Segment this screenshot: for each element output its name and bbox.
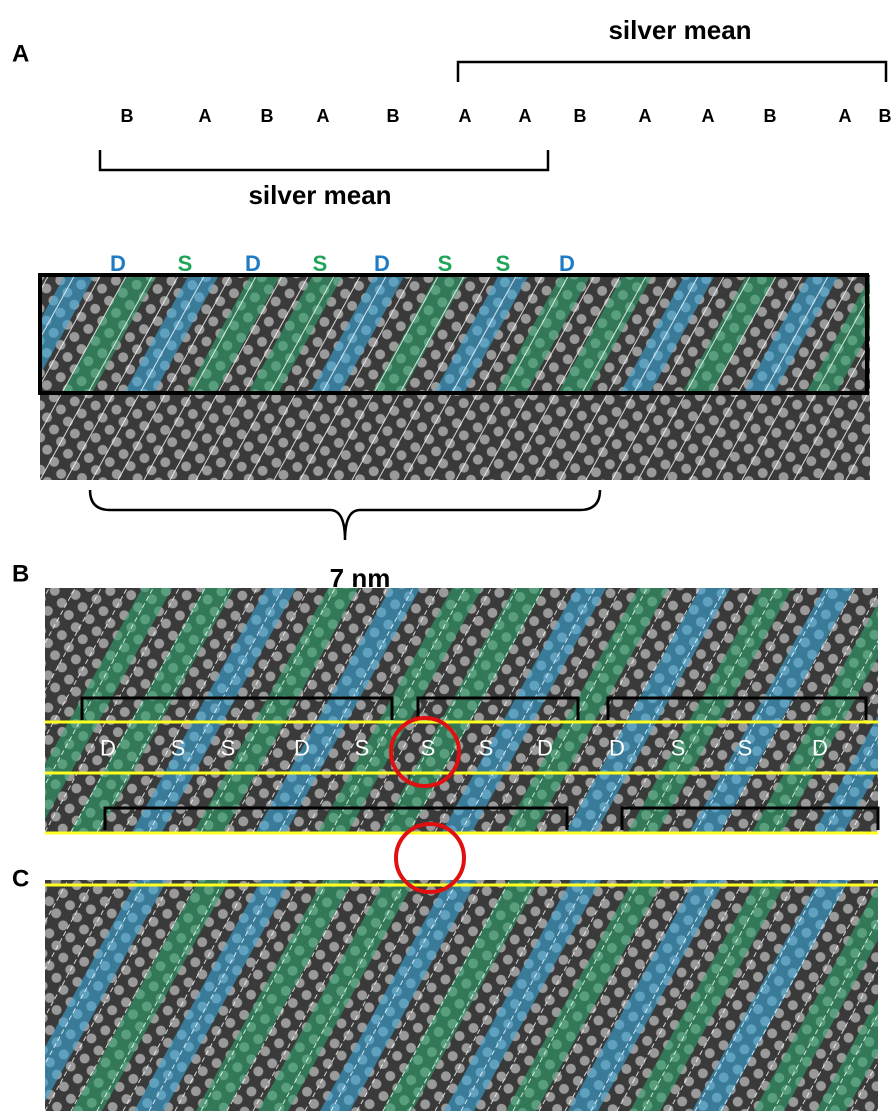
sequence-letter: S [421,735,436,760]
lattice-line [872,275,893,480]
sequence-letter: D [610,847,626,872]
stm-image [0,880,893,1111]
sequence-letter: D [537,735,553,760]
stripe [868,275,893,393]
sequence-letter: S [541,847,556,872]
stripe-label: D [374,251,390,276]
sequence-letter: S [673,847,688,872]
stm-image [0,275,893,480]
sequence-letter: B [764,106,777,126]
scale-brace [90,490,600,540]
stm-image [0,588,893,832]
sequence-letter: A [519,106,532,126]
sequence-letter: A [702,106,715,126]
sequence-letter: B [879,106,892,126]
sequence-letter: B [574,106,587,126]
sequence-letter: D [812,735,828,760]
stripe [876,588,893,832]
sequence-letter: D [297,847,313,872]
lattice-line [0,880,16,1111]
sequence-letter: D [107,847,123,872]
panel-label: B [12,560,29,587]
panel-label: A [12,40,29,67]
sequence-letter: A [459,106,472,126]
figure: A silver mean silver mean B 7 nm C BABAB… [0,0,893,1111]
sequence-letter: D [609,735,625,760]
stripe-label: S [313,251,328,276]
bracket [100,150,548,170]
stripe-label: S [496,251,511,276]
stripe-label: D [245,251,261,276]
sequence-letter: B [387,106,400,126]
sequence-letter: A [199,106,212,126]
stripe [878,880,893,1111]
sequence-letter: S [355,735,370,760]
sequence-letter: S [738,735,753,760]
sequence-letter: S [222,847,237,872]
sequence-letter: D [807,847,823,872]
stripe-label: D [559,251,575,276]
bracket-label: silver mean [248,180,391,210]
sequence-letter: B [261,106,274,126]
panel-label: C [12,865,29,892]
sequence-letter: S [171,735,186,760]
bracket-label: silver mean [608,15,751,45]
sequence-letter: B [121,106,134,126]
stripe-label: S [438,251,453,276]
sequence-letter: S [479,847,494,872]
sequence-letter: D [100,735,116,760]
sequence-letter: S [175,847,190,872]
sequence-letter: S [671,735,686,760]
sequence-letter: A [317,106,330,126]
stripe-label: S [178,251,193,276]
sequence-letter: A [839,106,852,126]
lattice-line [0,588,23,832]
lattice-line [0,880,42,1111]
sequence-letter: A [639,106,652,126]
lattice-line [877,880,893,1111]
bracket [458,62,886,82]
sequence-letter: D [420,847,436,872]
lattice-line [877,588,893,832]
stripe-label: D [110,251,126,276]
lattice-line [0,275,23,480]
sequence-letter: S [479,735,494,760]
sequence-letter: S [221,735,236,760]
lattice-line [0,588,49,832]
sequence-letter: D [294,735,310,760]
sequence-letter: S [737,847,752,872]
sequence-letter: S [353,847,368,872]
